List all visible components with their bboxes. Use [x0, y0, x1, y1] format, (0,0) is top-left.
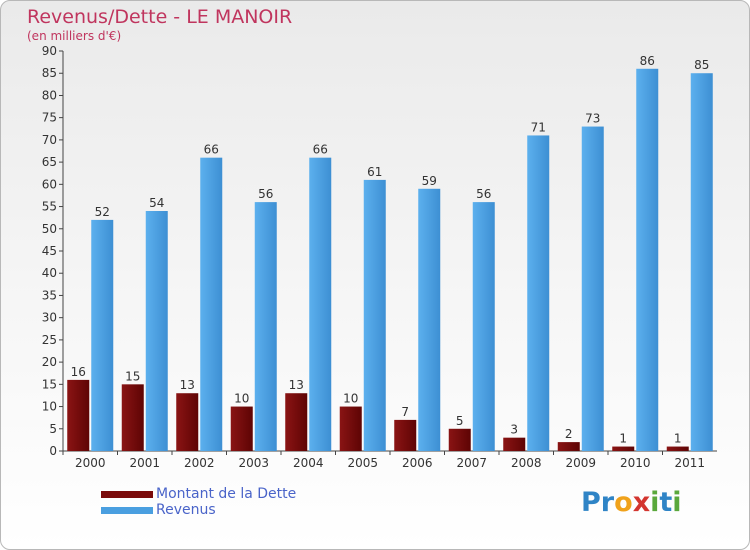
- y-tick-label: 70: [42, 133, 57, 147]
- y-tick-label: 20: [42, 355, 57, 369]
- x-tick-label: 2000: [75, 456, 106, 470]
- logo-letter: P: [581, 487, 601, 518]
- bar-debt: [503, 437, 526, 451]
- bar-debt: [121, 384, 144, 451]
- chart-title: Revenus/Dette - LE MANOIR: [27, 6, 293, 28]
- y-tick-label: 40: [42, 266, 57, 280]
- legend-label-revenus: Revenus: [156, 502, 216, 518]
- bar-revenus: [254, 202, 277, 451]
- data-labels: 16 52 15 54 13 66 10 56 13 66 10 61 7 59 5 56 3 71 2 73 1 86 1…: [71, 54, 710, 446]
- y-tick-label: 50: [42, 222, 57, 236]
- legend-swatch-debt: [101, 491, 153, 498]
- y-tick-label: 45: [42, 244, 57, 258]
- bar-debt: [448, 428, 471, 451]
- data-label-revenus: 86: [640, 54, 655, 68]
- bar-revenus: [581, 126, 604, 452]
- data-label-revenus: 66: [204, 143, 219, 157]
- data-label-debt: 3: [510, 423, 518, 437]
- logo-letter: r: [600, 487, 615, 518]
- y-tick-label: 30: [42, 311, 57, 325]
- y-tick-label: 15: [42, 377, 57, 391]
- bar-revenus: [363, 179, 386, 451]
- proxiti-logo: Proxiti: [581, 487, 682, 518]
- logo-letter: t: [659, 487, 673, 518]
- bar-debt: [67, 379, 90, 451]
- bar-revenus: [418, 188, 441, 451]
- y-tick-label: 65: [42, 155, 57, 169]
- x-tick-label: 2002: [184, 456, 215, 470]
- bar-debt: [230, 406, 253, 451]
- chart-subtitle: (en milliers d'€): [27, 29, 122, 43]
- bar-revenus: [145, 211, 168, 451]
- x-tick-label: 2004: [293, 456, 324, 470]
- logo-letter: i: [672, 487, 682, 518]
- data-label-revenus: 59: [422, 174, 437, 188]
- bar-revenus: [527, 135, 550, 451]
- bar-debt: [285, 393, 308, 451]
- y-tick-label: 75: [42, 111, 57, 125]
- data-label-debt: 10: [234, 392, 249, 406]
- y-tick-label: 25: [42, 333, 57, 347]
- x-tick-label: 2010: [620, 456, 651, 470]
- x-tick-label: 2001: [129, 456, 160, 470]
- x-tick-label: 2005: [347, 456, 378, 470]
- data-label-revenus: 54: [149, 196, 164, 210]
- bar-debt: [394, 419, 417, 451]
- y-tick-label: 60: [42, 177, 57, 191]
- legend-swatch-revenus: [101, 507, 153, 514]
- bar-debt: [557, 442, 580, 451]
- y-tick-label: 5: [49, 422, 57, 436]
- y-tick-label: 80: [42, 88, 57, 102]
- y-tick-label: 0: [49, 444, 57, 458]
- bar-debt: [612, 446, 635, 451]
- axes: 0510152025303540455055606570758085902000…: [42, 44, 717, 470]
- data-label-revenus: 71: [531, 120, 546, 134]
- y-tick-label: 90: [42, 44, 57, 58]
- bar-revenus: [309, 157, 332, 451]
- data-label-debt: 5: [456, 414, 464, 428]
- logo-letter: o: [614, 487, 633, 518]
- data-label-debt: 16: [71, 365, 86, 379]
- bar-debt: [339, 406, 362, 451]
- bar-chart: 0510152025303540455055606570758085902000…: [42, 44, 717, 470]
- x-tick-label: 2007: [456, 456, 487, 470]
- bar-revenus: [636, 68, 659, 452]
- data-label-debt: 13: [289, 378, 304, 392]
- y-tick-label: 10: [42, 400, 57, 414]
- data-label-debt: 7: [401, 405, 409, 419]
- legend-label-debt: Montant de la Dette: [156, 486, 297, 502]
- data-label-debt: 15: [125, 369, 140, 383]
- x-tick-label: 2008: [511, 456, 542, 470]
- y-tick-label: 35: [42, 288, 57, 302]
- bar-revenus: [690, 73, 713, 451]
- data-label-debt: 1: [674, 432, 682, 446]
- data-label-revenus: 66: [313, 143, 328, 157]
- data-label-debt: 2: [565, 427, 573, 441]
- bars: [67, 68, 713, 452]
- x-tick-label: 2011: [674, 456, 705, 470]
- bar-revenus: [472, 202, 495, 451]
- x-tick-label: 2009: [565, 456, 596, 470]
- data-label-revenus: 56: [258, 187, 273, 201]
- x-tick-label: 2006: [402, 456, 433, 470]
- data-label-revenus: 56: [476, 187, 491, 201]
- logo-letter: i: [650, 487, 660, 518]
- bar-revenus: [91, 219, 114, 451]
- bar-debt: [666, 446, 689, 451]
- data-label-revenus: 73: [585, 112, 600, 126]
- bar-debt: [176, 393, 199, 451]
- data-label-revenus: 52: [95, 205, 110, 219]
- data-label-debt: 10: [343, 392, 358, 406]
- data-label-revenus: 61: [367, 165, 382, 179]
- logo-letter: x: [632, 487, 651, 518]
- data-label-debt: 13: [180, 378, 195, 392]
- bar-revenus: [200, 157, 223, 451]
- data-label-revenus: 85: [694, 58, 709, 72]
- x-tick-label: 2003: [238, 456, 269, 470]
- y-tick-label: 55: [42, 200, 57, 214]
- data-label-debt: 1: [619, 432, 627, 446]
- y-tick-label: 85: [42, 66, 57, 80]
